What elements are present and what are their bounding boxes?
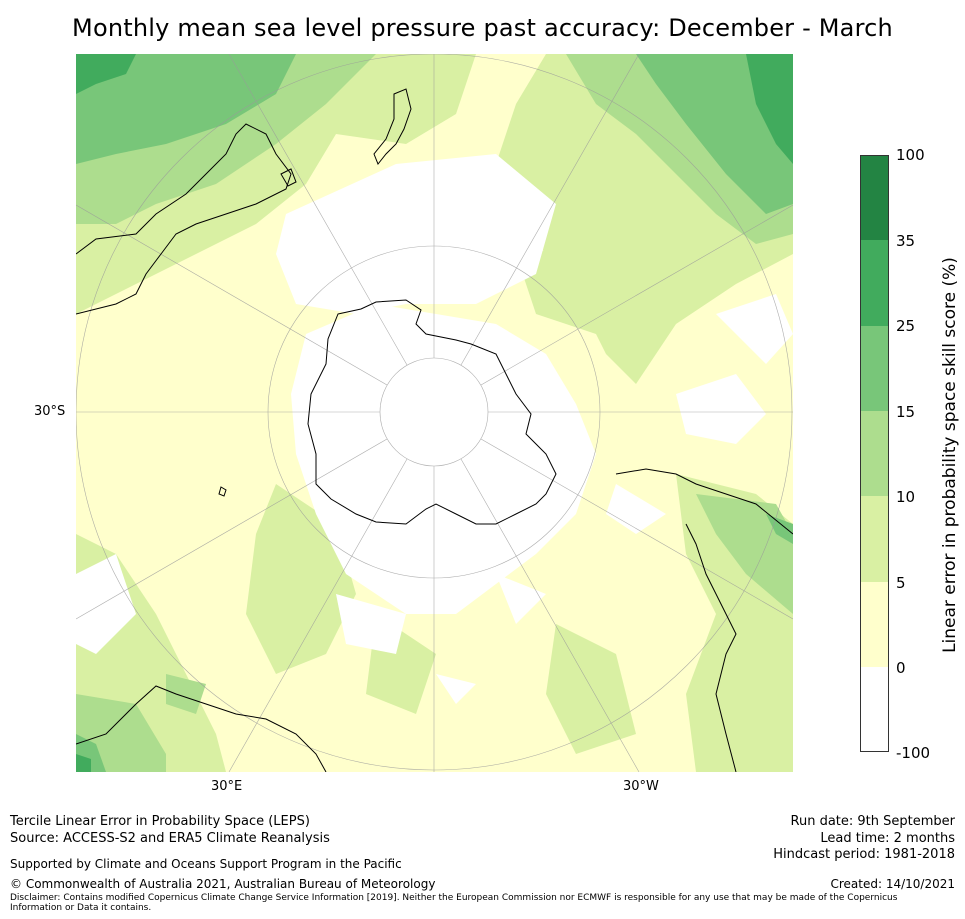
polar-map-canvas: [76, 54, 793, 772]
map-title: Monthly mean sea level pressure past acc…: [72, 14, 893, 42]
coastlines: [76, 88, 793, 772]
colorbar-band-15-25: [860, 326, 889, 411]
lat-label-30s: 30°S: [34, 404, 66, 419]
footer-created: Created: 14/10/2021: [830, 877, 955, 891]
footer-method: Tercile Linear Error in Probability Spac…: [10, 814, 310, 829]
tasmania-coast: [280, 168, 297, 187]
colorbar: [860, 155, 889, 752]
graticule: [76, 54, 793, 772]
new-zealand-coast: [373, 88, 412, 165]
footer-copyright: © Commonwealth of Australia 2021, Austra…: [10, 877, 436, 891]
colorbar-tick-5: 5: [896, 574, 906, 592]
madagascar-coast: [218, 486, 227, 497]
colorbar-band-35-100: [860, 155, 889, 240]
skill-band-25-35: [76, 54, 793, 772]
colorbar-band-10-15: [860, 411, 889, 496]
australia-coast: [76, 123, 292, 315]
colorbar-tick-25: 25: [896, 317, 916, 335]
colorbar-tick-neg100: -100: [896, 744, 931, 762]
lon-label-30w: 30°W: [623, 779, 659, 794]
colorbar-band-0-5: [860, 582, 889, 667]
lon-label-30e: 30°E: [211, 779, 243, 794]
south-america-east-coast: [685, 523, 737, 772]
colorbar-band-25-35: [860, 240, 889, 326]
colorbar-tick-35: 35: [896, 232, 916, 250]
footer-run-date: Run date: 9th September: [790, 814, 955, 829]
colorbar-tick-100: 100: [896, 146, 925, 164]
skill-band-15-25: [76, 54, 793, 772]
skill-score-map: [76, 54, 793, 772]
colorbar-tick-0: 0: [896, 659, 906, 677]
footer-hindcast: Hindcast period: 1981-2018: [773, 847, 955, 862]
colorbar-tick-10: 10: [896, 488, 916, 506]
footer-lead-time: Lead time: 2 months: [820, 831, 955, 846]
colorbar-tick-15: 15: [896, 403, 916, 421]
colorbar-band-neg: [860, 667, 889, 752]
footer-disclaimer: Disclaimer: Contains modified Copernicus…: [10, 893, 898, 913]
antarctica-coast: [307, 299, 557, 525]
pole-mask: [380, 358, 488, 466]
colorbar-title-text: Linear error in probability space skill …: [940, 257, 960, 653]
colorbar-band-5-10: [860, 496, 889, 582]
africa-coast: [76, 685, 327, 772]
footer-source: Source: ACCESS-S2 and ERA5 Climate Reana…: [10, 831, 330, 846]
south-america-coast: [615, 468, 793, 535]
footer-support: Supported by Climate and Oceans Support …: [10, 857, 402, 871]
colorbar-frame: [860, 155, 889, 752]
